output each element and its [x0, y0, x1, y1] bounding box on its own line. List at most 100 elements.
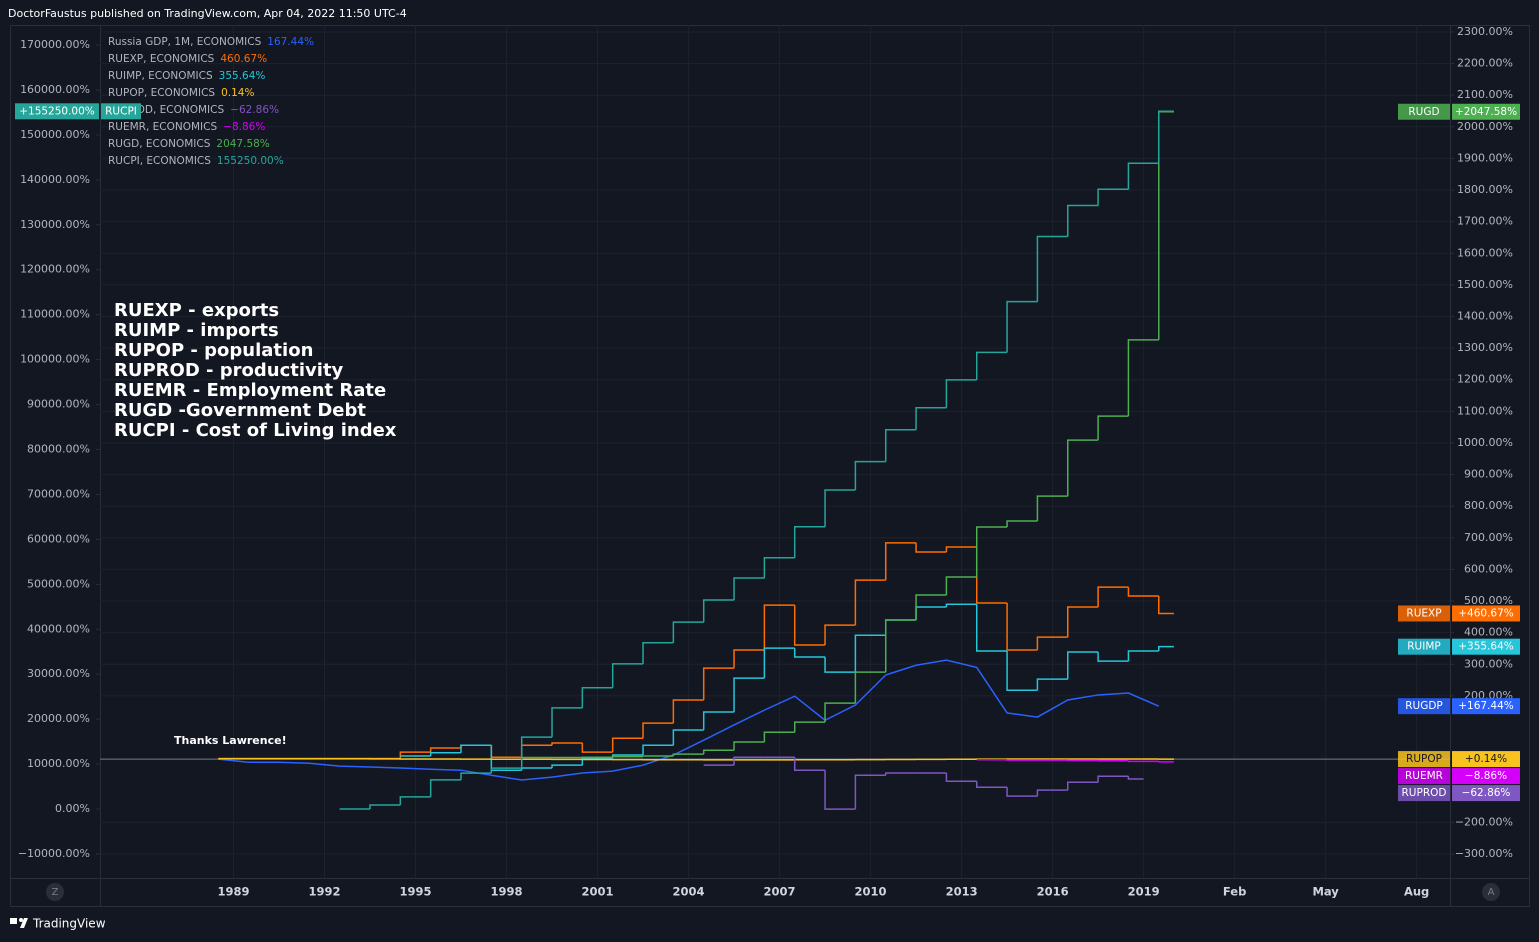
y2-tick-label: 400.00%	[1464, 626, 1513, 639]
legend-value: 355.64%	[219, 70, 266, 82]
badge-name-box	[1398, 638, 1450, 655]
plot	[218, 110, 1174, 810]
badge-value: +155250.00%	[19, 105, 95, 117]
legend-value: 167.44%	[267, 36, 314, 48]
legend-entry: Russia GDP, 1M, ECONOMICS 167.44%	[108, 36, 314, 48]
badge-value-box	[1452, 103, 1520, 120]
y2-tick-label: 1000.00%	[1457, 436, 1513, 449]
step-segment	[702, 749, 735, 755]
x-tick-label: Feb	[1223, 885, 1246, 899]
legend-entry: RUIMP, ECONOMICS 355.64%	[108, 70, 265, 82]
step-segment	[460, 744, 492, 753]
step-segment	[581, 743, 613, 753]
y-tick-label: 30000.00%	[27, 667, 90, 680]
y2-tick-label: 1600.00%	[1457, 246, 1513, 259]
footer-brand: TradingView	[32, 917, 106, 931]
legend-name: RUPOP, ECONOMICS	[108, 87, 215, 99]
step-segment	[884, 428, 917, 462]
step-segment	[702, 667, 735, 701]
step-segment	[763, 557, 795, 579]
y2-tick-label: 800.00%	[1464, 499, 1513, 512]
step-segment	[854, 671, 886, 704]
price-badge: RUPOP +0.14%	[1398, 751, 1520, 768]
y-tick-label: 100000.00%	[20, 353, 90, 366]
tradingview-logo	[10, 918, 28, 928]
x-tick-label: 2016	[1037, 885, 1069, 899]
legend-name: RUIMP, ECONOMICS	[108, 70, 213, 82]
badge-value-box	[1452, 698, 1520, 715]
note-line: RUEMR - Employment Rate	[114, 380, 386, 401]
step-segment	[854, 774, 886, 810]
step-segment	[945, 379, 977, 408]
badge-name: RUEMR	[1405, 770, 1443, 782]
step-segment	[520, 736, 553, 769]
legend-entry: RUCPI, ECONOMICS 155250.00%	[108, 155, 284, 167]
grid	[100, 25, 1450, 878]
step-segment	[1036, 636, 1068, 651]
y-tick-label: 0.00%	[55, 802, 90, 815]
step-segment	[975, 526, 1008, 578]
step-segment	[1006, 602, 1038, 651]
badge-value: +460.67%	[1458, 607, 1514, 619]
step-segment	[1067, 781, 1099, 791]
step-segment	[551, 742, 583, 746]
step-segment	[854, 460, 886, 490]
y2-tick-label: 1500.00%	[1457, 278, 1513, 291]
note-line: RUIMP - imports	[114, 320, 279, 341]
y-tick-label: 10000.00%	[27, 757, 90, 770]
y2-tick-label: 2100.00%	[1457, 88, 1513, 101]
step-segment	[793, 605, 826, 646]
step-segment	[915, 406, 947, 430]
price-badge: RUGD +2047.58%	[1398, 103, 1520, 120]
step-segment	[1036, 789, 1068, 797]
step-segment	[1127, 776, 1144, 780]
y-tick-label: 40000.00%	[27, 622, 90, 635]
badge-value: +167.44%	[1458, 700, 1514, 712]
badge-name: RUPROD	[1402, 787, 1447, 799]
step-segment	[672, 729, 704, 746]
legend-value: −62.86%	[230, 104, 279, 116]
step-segment	[551, 764, 583, 768]
y2-tick-label: 1100.00%	[1457, 404, 1513, 417]
step-segment	[1036, 678, 1068, 691]
step-segment	[884, 772, 917, 776]
badge-name-box	[1398, 103, 1450, 120]
step-segment	[763, 647, 795, 679]
y2-tick-label: 1900.00%	[1457, 151, 1513, 164]
badge-name-box	[1398, 751, 1450, 768]
y-tick-label: −10000.00%	[18, 847, 90, 860]
step-segment	[824, 624, 856, 645]
step-segment	[399, 796, 431, 805]
x-tick-label: 1998	[491, 885, 523, 899]
step-segment	[1097, 651, 1129, 662]
step-segment	[1097, 188, 1129, 206]
zoom-button[interactable]	[46, 883, 64, 901]
note-line: RUEXP - exports	[114, 300, 279, 321]
chart-frame	[10, 25, 1530, 907]
y2-tick-label: 1700.00%	[1457, 215, 1513, 228]
step-segment	[945, 576, 977, 596]
y-tick-label: 170000.00%	[20, 38, 90, 51]
step-segment	[1158, 645, 1174, 651]
y2-tick-label: 1400.00%	[1457, 309, 1513, 322]
thanks-note: Thanks Lawrence!	[174, 734, 287, 747]
badge-value: +355.64%	[1458, 641, 1514, 653]
step-segment	[1006, 520, 1038, 528]
step-segment	[1127, 162, 1159, 190]
note-line: RUCPI - Cost of Living index	[114, 420, 397, 441]
step-segment	[642, 744, 674, 756]
step-segment	[763, 731, 795, 743]
legend-name: RUEMR, ECONOMICS	[108, 121, 217, 133]
price-badge: RUEXP +460.67%	[1398, 605, 1520, 622]
step-segment	[1158, 761, 1174, 763]
auto-scale-button[interactable]	[1482, 883, 1500, 901]
legend-entry: RUGD, ECONOMICS 2047.58%	[108, 138, 270, 150]
zoom-button-label[interactable]: Z	[52, 887, 59, 898]
auto-scale-button-label[interactable]: A	[1488, 887, 1495, 898]
step-segment	[1127, 339, 1159, 417]
y2-tick-label: 2000.00%	[1457, 120, 1513, 133]
y2-tick-label: 1300.00%	[1457, 341, 1513, 354]
x-tick-label: 2007	[764, 885, 796, 899]
step-segment	[1006, 787, 1038, 797]
step-segment	[429, 747, 462, 753]
